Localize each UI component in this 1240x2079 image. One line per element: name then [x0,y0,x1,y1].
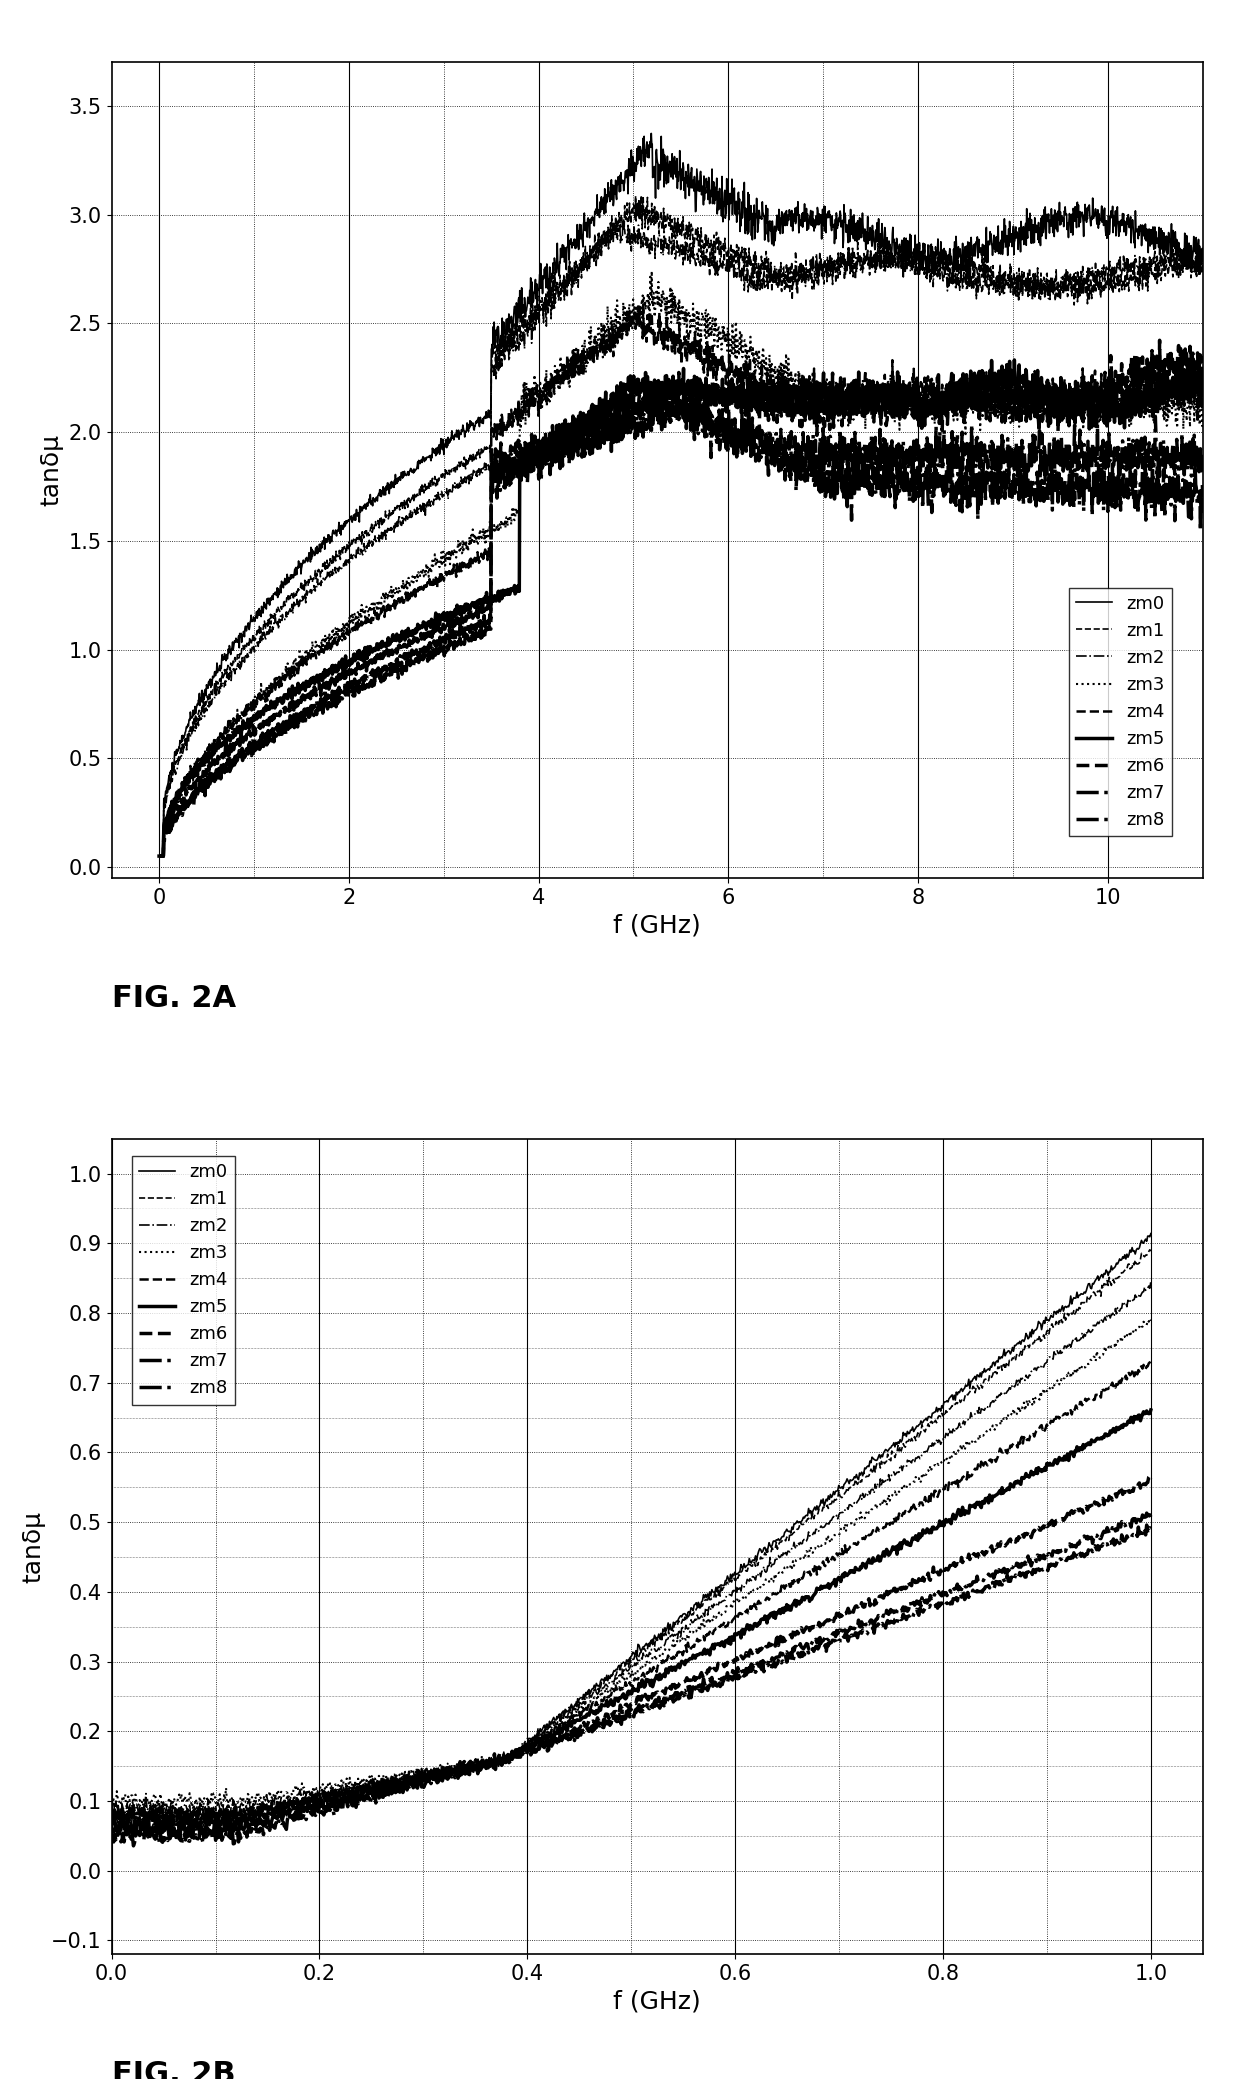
Y-axis label: tanδμ: tanδμ [21,1511,46,1582]
Legend: zm0, zm1, zm2, zm3, zm4, zm5, zm6, zm7, zm8: zm0, zm1, zm2, zm3, zm4, zm5, zm6, zm7, … [131,1156,234,1405]
X-axis label: f (GHz): f (GHz) [614,913,701,938]
Legend: zm0, zm1, zm2, zm3, zm4, zm5, zm6, zm7, zm8: zm0, zm1, zm2, zm3, zm4, zm5, zm6, zm7, … [1069,588,1172,836]
Y-axis label: tanδμ: tanδμ [40,435,63,505]
X-axis label: f (GHz): f (GHz) [614,1990,701,2015]
Text: FIG. 2B: FIG. 2B [112,2060,236,2079]
Text: FIG. 2A: FIG. 2A [112,983,236,1012]
